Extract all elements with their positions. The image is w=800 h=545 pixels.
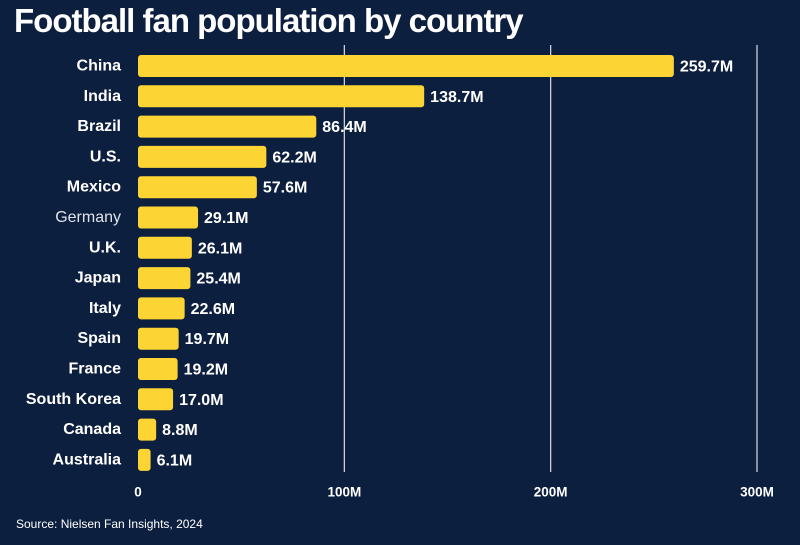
category-label-south-korea: South Korea bbox=[26, 391, 121, 408]
x-axis-ticks: 0 100M 200M 300M bbox=[134, 485, 774, 500]
data-label-japan: 25.4M bbox=[196, 271, 240, 288]
bar-japan bbox=[138, 267, 191, 290]
data-label-mexico: 57.6M bbox=[263, 180, 307, 197]
category-labels: China India Brazil U.S. Mexico Germany U.K. Jap… bbox=[26, 58, 121, 469]
data-label-u-k: 26.1M bbox=[198, 240, 242, 257]
category-label-mexico: Mexico bbox=[67, 179, 121, 196]
source-note: Source: Nielsen Fan Insights, 2024 bbox=[16, 517, 203, 531]
data-label-canada: 8.8M bbox=[162, 422, 198, 439]
data-label-india: 138.7M bbox=[430, 89, 483, 106]
category-label-japan: Japan bbox=[75, 270, 121, 287]
bar-spain bbox=[138, 327, 179, 350]
category-label-u-k: U.K. bbox=[89, 239, 121, 256]
x-tick-label-300M: 300M bbox=[740, 485, 774, 500]
category-label-france: France bbox=[69, 361, 122, 378]
bar-mexico bbox=[138, 176, 257, 199]
category-label-canada: Canada bbox=[63, 421, 121, 438]
x-tick-label-100M: 100M bbox=[327, 485, 361, 500]
data-labels: 259.7M 138.7M 86.4M 62.2M 57.6M 29.1M 26.1M 25.… bbox=[157, 59, 734, 470]
category-label-germany: Germany bbox=[55, 209, 121, 226]
data-label-u-s: 62.2M bbox=[272, 149, 316, 166]
bar-italy bbox=[138, 297, 185, 320]
data-label-brazil: 86.4M bbox=[322, 119, 366, 136]
category-label-india: India bbox=[84, 88, 121, 105]
category-label-brazil: Brazil bbox=[77, 118, 121, 135]
bars bbox=[138, 55, 674, 471]
category-label-italy: Italy bbox=[89, 300, 121, 317]
data-label-france: 19.2M bbox=[184, 362, 228, 379]
chart-title: Football fan population by country bbox=[14, 2, 524, 39]
data-label-australia: 6.1M bbox=[157, 452, 193, 469]
bar-u-s bbox=[138, 145, 267, 168]
bar-france bbox=[138, 358, 178, 380]
category-label-u-s: U.S. bbox=[90, 148, 121, 165]
x-tick-label-200M: 200M bbox=[534, 485, 568, 500]
x-tick-label-0: 0 bbox=[134, 485, 142, 500]
bar-south-korea bbox=[138, 388, 174, 411]
gridlines bbox=[343, 45, 758, 472]
data-label-china: 259.7M bbox=[680, 59, 733, 76]
data-label-italy: 22.6M bbox=[191, 301, 235, 318]
data-label-germany: 29.1M bbox=[204, 210, 248, 227]
data-label-spain: 19.7M bbox=[185, 331, 229, 348]
bar-australia bbox=[138, 448, 151, 471]
data-label-south-korea: 17.0M bbox=[179, 392, 223, 409]
bar-brazil bbox=[138, 115, 317, 138]
category-label-australia: Australia bbox=[53, 451, 122, 468]
category-label-spain: Spain bbox=[77, 330, 121, 347]
bar-india bbox=[138, 85, 425, 108]
bar-china bbox=[138, 55, 674, 77]
bar-canada bbox=[138, 418, 157, 441]
bar-germany bbox=[138, 206, 199, 229]
category-label-china: China bbox=[77, 58, 122, 75]
bar-u-k bbox=[138, 236, 192, 259]
